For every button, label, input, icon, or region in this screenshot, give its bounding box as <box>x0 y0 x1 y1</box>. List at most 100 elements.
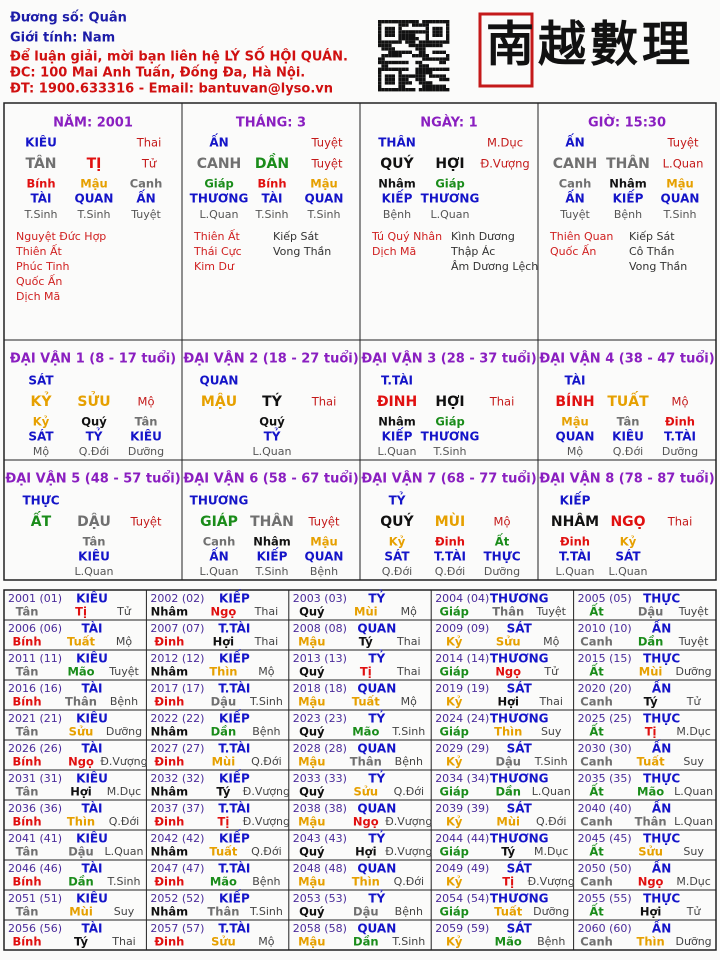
year-label: 2033 (33) <box>293 772 347 785</box>
qr-cell <box>425 67 429 71</box>
stem: CANH <box>197 156 242 172</box>
year-branch: Sửu <box>211 935 236 949</box>
year-god: KIẾP <box>219 590 250 606</box>
qr-cell <box>405 50 409 54</box>
year-stage: T.Sinh <box>391 725 425 738</box>
year-stem: Canh <box>580 935 613 949</box>
year-stem: Quý <box>299 845 325 859</box>
year-god: ẤN <box>652 799 671 816</box>
year-label: 2042 (42) <box>150 832 204 845</box>
qr-cell <box>439 20 443 24</box>
year-god: THỰC <box>643 652 680 666</box>
hidden-stem: Đinh <box>665 415 695 429</box>
branch-stage: Tuyệt <box>311 157 343 171</box>
hidden-stem: Giáp <box>435 415 464 429</box>
year-god: T.TÀI <box>218 681 250 696</box>
luck-stem: ẤT <box>31 510 52 530</box>
qr-cell <box>391 47 395 51</box>
hidden-stage: T.Sinh <box>307 208 341 221</box>
year-stem: Kỷ <box>446 815 463 829</box>
qr-cell <box>415 20 419 24</box>
year-stem: Giáp <box>440 905 469 919</box>
year-god: QUAN <box>357 742 396 756</box>
year-stem: Mậu <box>298 695 325 709</box>
qr-cell <box>384 54 389 58</box>
qr-cell <box>398 71 402 75</box>
year-stem: Kỷ <box>446 875 463 889</box>
luck-stage: Thai <box>667 515 693 529</box>
year-stem: Ất <box>589 602 604 619</box>
qr-cell <box>401 84 406 88</box>
year-stage: Dưỡng <box>676 935 712 948</box>
year-branch: Ngọ <box>638 875 664 889</box>
year-stage: Đ.Vượng <box>528 875 575 888</box>
qr-cell <box>405 23 409 27</box>
qr-cell <box>432 88 436 92</box>
star-good: Quốc Ấn <box>16 274 62 288</box>
year-label: 2005 (05) <box>578 592 632 605</box>
year-label: 2007 (07) <box>150 622 204 635</box>
stem-god: KIÊU <box>25 135 57 150</box>
qr-cell <box>435 20 440 24</box>
qr-cell <box>439 74 443 78</box>
year-stage: Q.Đới <box>251 845 281 858</box>
year-label: 2028 (28) <box>293 742 347 755</box>
star-good: Nguyệt Đức Hợp <box>16 230 106 243</box>
year-stage: Suy <box>683 845 704 858</box>
year-stem: Canh <box>580 815 613 829</box>
qr-cell <box>398 60 402 65</box>
hidden-stem: Tân <box>83 535 106 549</box>
qr-cell <box>432 67 436 71</box>
qr-cell <box>439 84 443 88</box>
qr-cell <box>439 26 443 31</box>
year-god: THỰC <box>643 712 680 726</box>
year-stem: Ất <box>589 842 604 859</box>
year-god: KIÊU <box>76 591 108 606</box>
year-god: THƯƠNG <box>490 832 549 846</box>
qr-cell <box>384 64 389 68</box>
qr-cell <box>378 43 382 48</box>
qr-cell <box>435 57 440 61</box>
qr-cell <box>398 84 402 88</box>
year-god: QUAN <box>357 802 396 816</box>
year-god: ẤN <box>652 619 671 636</box>
qr-cell <box>418 88 423 92</box>
year-label: 2036 (36) <box>8 802 62 815</box>
hidden-god: TỶ <box>86 428 103 444</box>
qr-cell <box>384 60 389 65</box>
qr-cell <box>422 67 426 71</box>
year-branch: Sửu <box>353 785 378 799</box>
qr-cell <box>401 33 406 37</box>
year-branch: Mùi <box>69 905 93 919</box>
year-label: 2044 (44) <box>435 832 489 845</box>
qr-cell <box>381 88 385 92</box>
year-branch: Thân <box>65 695 97 709</box>
year-label: 2025 (25) <box>578 712 632 725</box>
year-label: 2014 (14) <box>435 652 489 665</box>
year-branch: Tị <box>218 815 230 829</box>
qr-cell <box>384 81 389 85</box>
year-label: 2006 (06) <box>8 622 62 635</box>
year-branch: Tị <box>502 875 514 889</box>
hidden-god: KIẾP <box>382 190 413 206</box>
star-good: Dịch Mã <box>16 290 60 303</box>
qr-cell <box>388 40 392 44</box>
hidden-stage: L.Quan <box>75 565 114 578</box>
qr-cell <box>381 57 385 61</box>
hidden-god: SÁT <box>28 429 54 444</box>
qr-cell <box>422 81 426 85</box>
hidden-god: THƯƠNG <box>190 192 249 206</box>
phone: ĐT: 1900.633316 - Email: bantuvan@lyso.v… <box>10 82 333 97</box>
address: ĐC: 100 Mai Anh Tuấn, Đống Đa, Hà Nội. <box>10 66 305 81</box>
qr-cell <box>432 26 436 31</box>
qr-cell <box>378 33 382 37</box>
hidden-stem: Bính <box>257 177 286 191</box>
qr-cell <box>418 77 423 82</box>
luck-god: SÁT <box>28 373 54 388</box>
year-god: KIẾP <box>219 770 250 786</box>
hidden-stem: Giáp <box>435 177 464 191</box>
luck-branch: DẬU <box>77 512 111 530</box>
year-stage: Mộ <box>116 635 132 648</box>
qr-cell <box>418 30 423 34</box>
qr-cell <box>418 50 423 54</box>
